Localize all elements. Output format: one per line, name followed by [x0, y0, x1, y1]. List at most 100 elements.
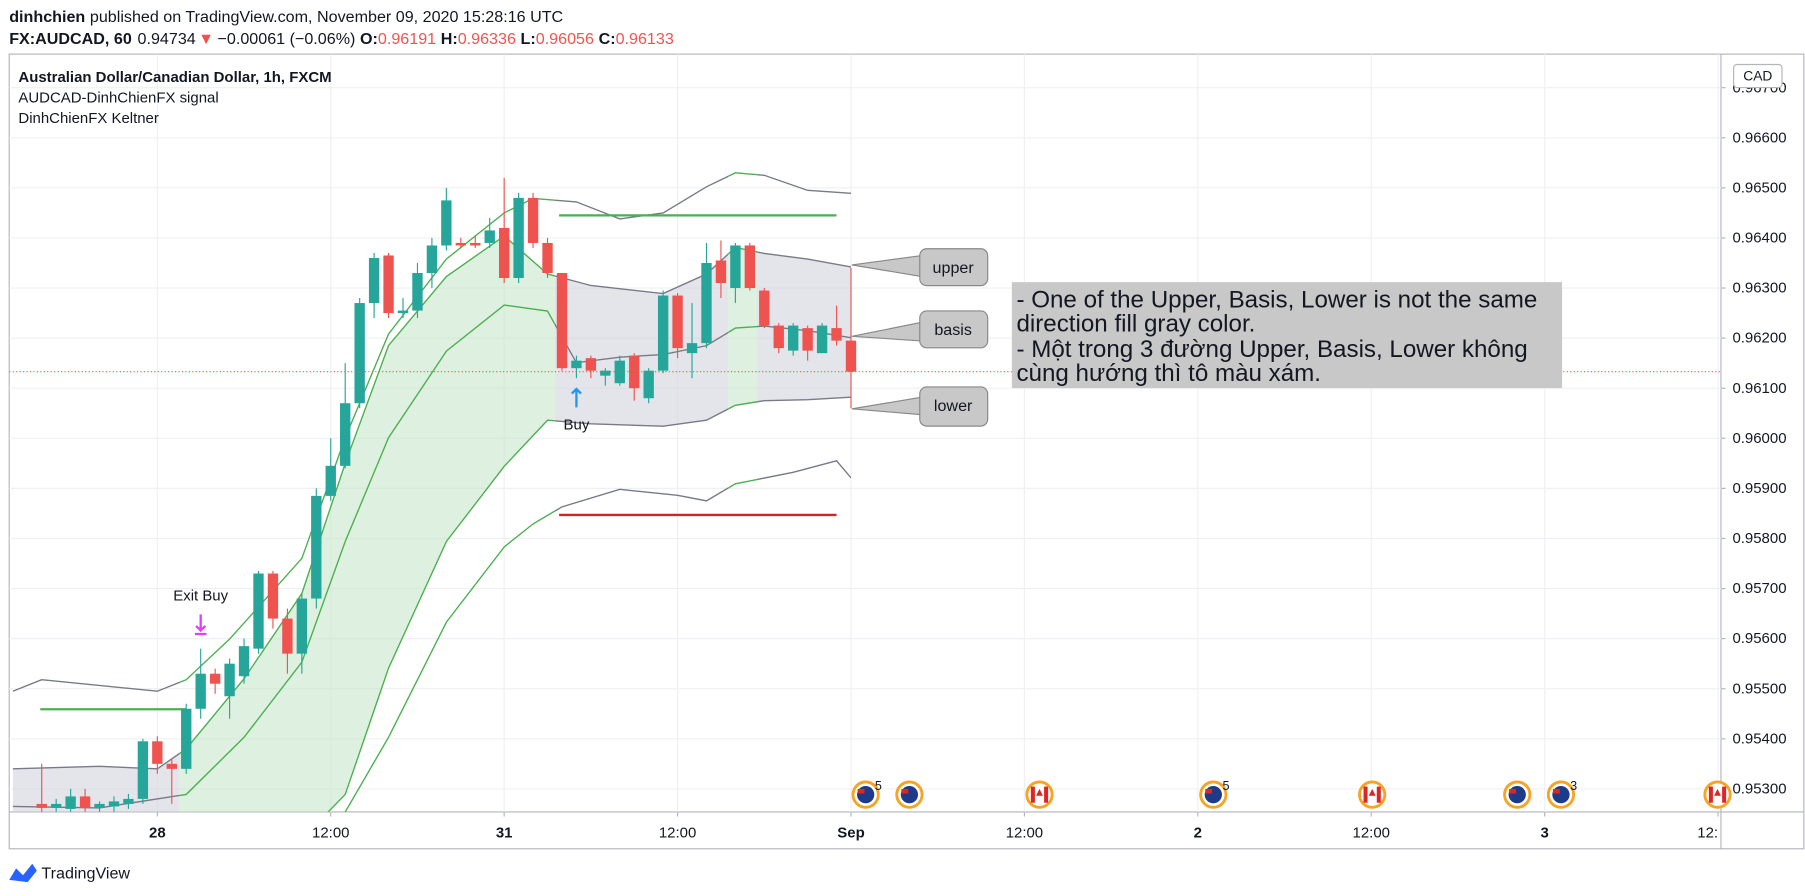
ohlc-label: C: — [599, 30, 616, 48]
candle-body — [152, 741, 163, 764]
candle-body — [773, 325, 784, 349]
candle-body — [397, 310, 409, 314]
flag — [1376, 786, 1381, 803]
event-count: 5 — [1223, 779, 1230, 793]
signal-arrow — [194, 614, 207, 636]
candle-body — [455, 242, 466, 246]
flag — [1508, 786, 1526, 804]
candle-body — [238, 646, 250, 677]
candle-body — [340, 403, 351, 466]
ohlc-value: 0.96133 — [616, 30, 674, 48]
y-tick-label: 0.96100 — [1732, 380, 1786, 397]
callout-text: lower — [934, 397, 973, 415]
candle-body — [267, 573, 279, 619]
published: published on TradingView.com, November 0… — [90, 8, 564, 26]
candle-body — [441, 200, 452, 246]
chart-title: Australian Dollar/Canadian Dollar, 1h, F… — [18, 69, 331, 86]
flag — [1552, 786, 1570, 804]
candle-body — [498, 227, 510, 279]
x-tick-label: 31 — [496, 824, 513, 841]
band-line — [179, 304, 555, 797]
y-tick-label: 0.96600 — [1732, 129, 1786, 146]
ohlc-label: O: — [360, 30, 378, 48]
flag — [857, 788, 865, 794]
candle-body — [484, 230, 495, 243]
arrow: ▼ — [198, 30, 214, 48]
brand: TradingView — [41, 865, 130, 883]
candle-body — [412, 273, 423, 311]
y-tick-label: 0.96200 — [1732, 330, 1786, 347]
candle-body — [426, 245, 438, 274]
callout-box — [919, 310, 989, 349]
event-count: 3 — [1570, 779, 1577, 793]
y-tick-label: 0.96000 — [1732, 430, 1786, 447]
currency: CAD — [1743, 68, 1772, 84]
signal-label: Buy — [564, 416, 590, 433]
callout-text: basis — [934, 321, 972, 339]
x-tick-label: 12:00 — [659, 824, 696, 841]
candle-body — [325, 465, 336, 496]
callout-box — [919, 386, 989, 427]
candle-body — [209, 673, 221, 684]
candle-body — [383, 255, 394, 314]
y-tick-label: 0.95300 — [1732, 780, 1786, 797]
last: 0.94734 — [138, 30, 196, 48]
events: 5 5 3 — [851, 779, 1732, 809]
candle-body — [50, 803, 62, 808]
ohlc-label: H: — [441, 30, 458, 48]
candle-body — [542, 242, 553, 274]
candle-body — [137, 741, 149, 799]
x-tick-label: 12: — [1697, 824, 1718, 841]
flag — [1204, 786, 1222, 804]
flag — [900, 786, 919, 804]
candle-body — [831, 328, 842, 341]
candle-body — [629, 355, 640, 389]
band-line — [327, 419, 555, 812]
candle-body — [730, 245, 741, 289]
candle-body — [311, 495, 322, 599]
logo-mark — [9, 863, 37, 883]
candle-body — [108, 801, 120, 807]
band-fill — [179, 235, 555, 812]
plot — [9, 172, 1721, 812]
grid — [9, 54, 1721, 812]
candle-body — [195, 673, 206, 709]
candle-body — [802, 328, 813, 351]
flag — [1509, 788, 1517, 794]
flag — [1036, 788, 1043, 796]
candle-body — [715, 260, 727, 284]
candle-body — [368, 257, 380, 304]
candle-body — [571, 360, 582, 369]
x-tick-label: 28 — [149, 824, 166, 841]
flag — [1030, 786, 1035, 803]
flag — [901, 788, 909, 794]
quote-line: FX:AUDCAD, 60 0.94734 ▼ −0.00061 (−0.06%) O:… — [9, 30, 674, 48]
y-tick-label: 0.96500 — [1732, 179, 1786, 196]
x-tick-label: 3 — [1540, 824, 1548, 841]
axes: 0.95300 0.95400 0.95500 0.95600 0.95700 0.958… — [149, 79, 1787, 841]
candle-body — [253, 573, 264, 649]
candle-body — [94, 803, 105, 808]
candle-body — [744, 245, 756, 289]
band-line — [728, 325, 758, 334]
callout-text: upper — [933, 259, 975, 277]
candle-body — [672, 295, 683, 349]
flag — [1363, 786, 1368, 803]
band-line — [728, 401, 758, 410]
note-line: - Một trong 3 đường Upper, Basis, Lower … — [1016, 336, 1527, 363]
y-tick-label: 0.96300 — [1732, 280, 1786, 297]
note-line: direction fill gray color. — [1016, 311, 1255, 338]
candle-body — [585, 358, 597, 371]
candle-body — [657, 295, 669, 371]
candle-body — [845, 340, 857, 372]
candle-body — [470, 242, 481, 246]
candle-body — [65, 796, 76, 809]
candle-body — [123, 798, 134, 804]
y-tick-label: 0.95500 — [1732, 680, 1786, 697]
candle-body — [816, 325, 828, 354]
candle-body — [643, 370, 654, 399]
currency-box — [1733, 63, 1783, 89]
note-line: - One of the Upper, Basis, Lower is not … — [1016, 286, 1537, 313]
callout-box — [919, 248, 989, 287]
